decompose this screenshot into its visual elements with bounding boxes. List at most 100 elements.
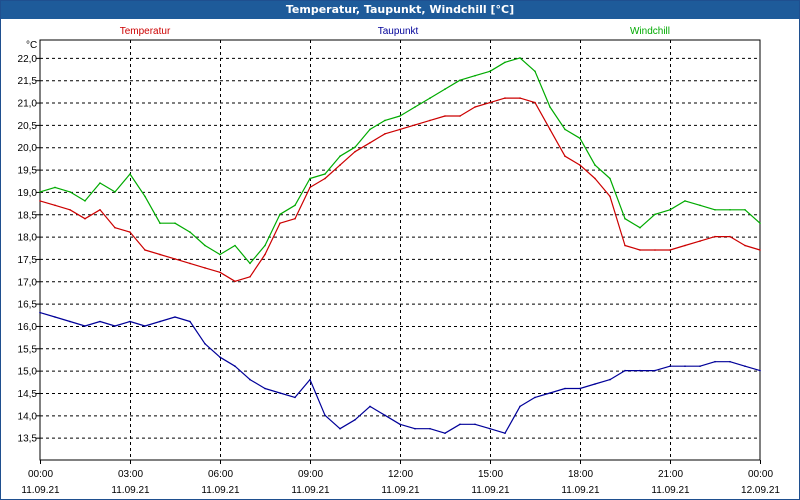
data-point-taupunkt [459,423,461,426]
data-point-windchill [309,177,311,180]
data-point-taupunkt [414,427,416,430]
data-point-taupunkt [684,365,686,368]
data-point-taupunkt [54,316,56,318]
data-point-temperatur [384,133,386,135]
x-tick-date: 11.09.21 [21,485,60,496]
data-point-temperatur [744,244,746,247]
data-point-taupunkt [744,365,746,368]
data-point-temperatur [549,128,551,131]
data-point-temperatur [279,222,281,224]
legend-taupunkt: Taupunkt [378,26,419,37]
data-point-windchill [114,191,116,193]
data-point-taupunkt [444,432,446,435]
y-tick-label: 22,0 [18,54,38,65]
data-point-windchill [84,200,86,202]
data-point-windchill [534,70,536,73]
data-point-temperatur [414,124,416,126]
x-tick-date: 11.09.21 [381,485,420,496]
data-point-windchill [324,173,326,175]
data-point-taupunkt [474,423,476,426]
x-tick-date: 11.09.21 [471,485,510,496]
y-tick-label: 16,0 [18,322,38,333]
x-tick-time: 00:00 [28,469,53,480]
y-tick-label: 15,5 [18,344,38,355]
data-point-temperatur [534,101,536,104]
data-point-windchill [219,253,221,256]
data-point-taupunkt [279,392,281,394]
data-point-temperatur [639,249,641,251]
data-point-temperatur [219,271,221,274]
x-tick-date: 12.09.21 [741,485,780,496]
y-tick-label: 13,5 [18,434,38,445]
data-point-windchill [579,137,581,140]
data-point-taupunkt [219,356,221,359]
x-tick-date: 11.09.21 [651,485,690,496]
data-point-temperatur [609,195,611,198]
x-tick-time: 00:00 [748,469,773,480]
data-point-windchill [489,70,491,73]
data-point-windchill [459,79,461,81]
data-point-temperatur [474,106,476,108]
y-unit-label: °C [26,40,37,51]
data-point-temperatur [309,186,311,189]
x-tick-date: 11.09.21 [111,485,150,496]
data-point-windchill [549,106,551,108]
data-point-windchill [744,209,746,211]
data-point-taupunkt [264,387,266,390]
data-point-windchill [474,74,476,77]
data-point-windchill [444,88,446,90]
data-point-taupunkt [669,365,671,368]
data-point-taupunkt [324,414,326,417]
data-point-windchill [504,61,506,64]
data-point-windchill [384,119,386,122]
data-point-temperatur [324,177,326,180]
data-point-taupunkt [759,369,761,372]
data-point-taupunkt [549,392,551,394]
data-point-temperatur [444,115,446,117]
x-tick-time: 09:00 [298,469,323,480]
y-tick-label: 14,0 [18,411,38,422]
data-point-taupunkt [714,360,716,363]
data-point-taupunkt [699,365,701,368]
data-point-windchill [684,200,686,202]
data-point-temperatur [54,204,56,207]
data-point-taupunkt [129,320,131,323]
data-point-temperatur [144,249,146,251]
data-point-taupunkt [654,369,656,372]
data-point-windchill [39,191,41,193]
x-tick-time: 03:00 [118,469,143,480]
data-point-windchill [729,209,731,211]
data-point-windchill [609,177,611,180]
data-point-temperatur [624,244,626,247]
data-point-taupunkt [234,365,236,368]
data-point-temperatur [294,217,296,220]
y-tick-label: 21,0 [18,99,38,110]
data-point-temperatur [174,258,176,260]
x-tick-time: 18:00 [568,469,593,480]
y-tick-label: 19,5 [18,166,38,177]
data-point-temperatur [354,150,356,153]
x-tick-date: 11.09.21 [561,485,600,496]
data-point-temperatur [594,177,596,180]
data-point-temperatur [339,164,341,166]
data-point-taupunkt [564,387,566,390]
data-point-windchill [129,173,131,175]
data-point-temperatur [189,262,191,265]
data-point-temperatur [684,244,686,247]
data-point-windchill [354,146,356,148]
x-tick-time: 12:00 [388,469,413,480]
data-point-temperatur [234,280,236,283]
legend-windchill: Windchill [630,26,670,37]
y-tick-label: 17,5 [18,255,38,266]
data-point-temperatur [129,231,131,233]
legend-temperatur: Temperatur [120,26,171,37]
data-point-taupunkt [579,387,581,390]
x-tick-time: 06:00 [208,469,233,480]
data-point-windchill [54,186,56,189]
y-tick-label: 18,0 [18,233,38,244]
data-point-windchill [69,191,71,193]
data-point-windchill [264,244,266,247]
data-point-temperatur [429,119,431,122]
data-point-temperatur [114,226,116,229]
